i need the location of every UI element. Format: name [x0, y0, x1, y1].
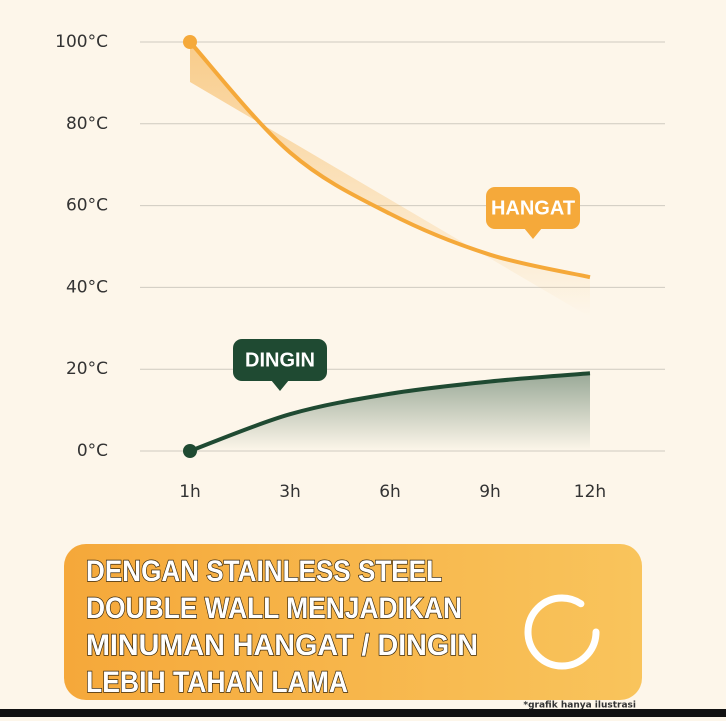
series-callout: HANGAT	[486, 187, 580, 239]
legend-label: DINGIN	[245, 349, 315, 371]
note: *grafik hanya ilustrasi	[523, 701, 636, 711]
series-callout: DINGIN	[233, 339, 327, 391]
start-dot	[183, 35, 197, 49]
callout-box	[486, 187, 580, 229]
legend-label: HANGAT	[491, 197, 575, 219]
banner-text: DENGAN STAINLESS STEEL	[86, 555, 442, 588]
y-tick-label: 60°C	[66, 196, 108, 216]
banner-text: MINUMAN HANGAT / DINGIN	[86, 629, 478, 662]
line	[189, 371, 591, 453]
callout-tail	[524, 228, 542, 239]
banner	[64, 544, 642, 700]
x-tick-label: 1h	[179, 482, 201, 502]
banner-text: DOUBLE WALL MENJADIKAN	[86, 592, 462, 625]
area-glow	[190, 42, 590, 318]
y-tick-label: 20°C	[66, 359, 108, 379]
y-tick-label: 100°C	[55, 32, 108, 52]
x-tick-label: 3h	[279, 482, 301, 502]
y-tick-label: 40°C	[66, 277, 108, 297]
callout-box	[233, 339, 327, 381]
callout-tail	[271, 380, 289, 391]
loader-icon	[524, 594, 600, 670]
x-tick-label: 6h	[379, 482, 401, 502]
start-dot	[183, 444, 197, 458]
x-tick-label: 12h	[574, 482, 606, 502]
banner-text: LEBIH TAHAN LAMA	[86, 666, 348, 699]
y-tick-label: 0°C	[77, 441, 108, 461]
x-tick-label: 9h	[479, 482, 501, 502]
y-tick-label: 80°C	[66, 114, 108, 134]
area-glow	[190, 373, 590, 451]
bottom-bar	[0, 709, 726, 717]
line	[188, 40, 591, 280]
